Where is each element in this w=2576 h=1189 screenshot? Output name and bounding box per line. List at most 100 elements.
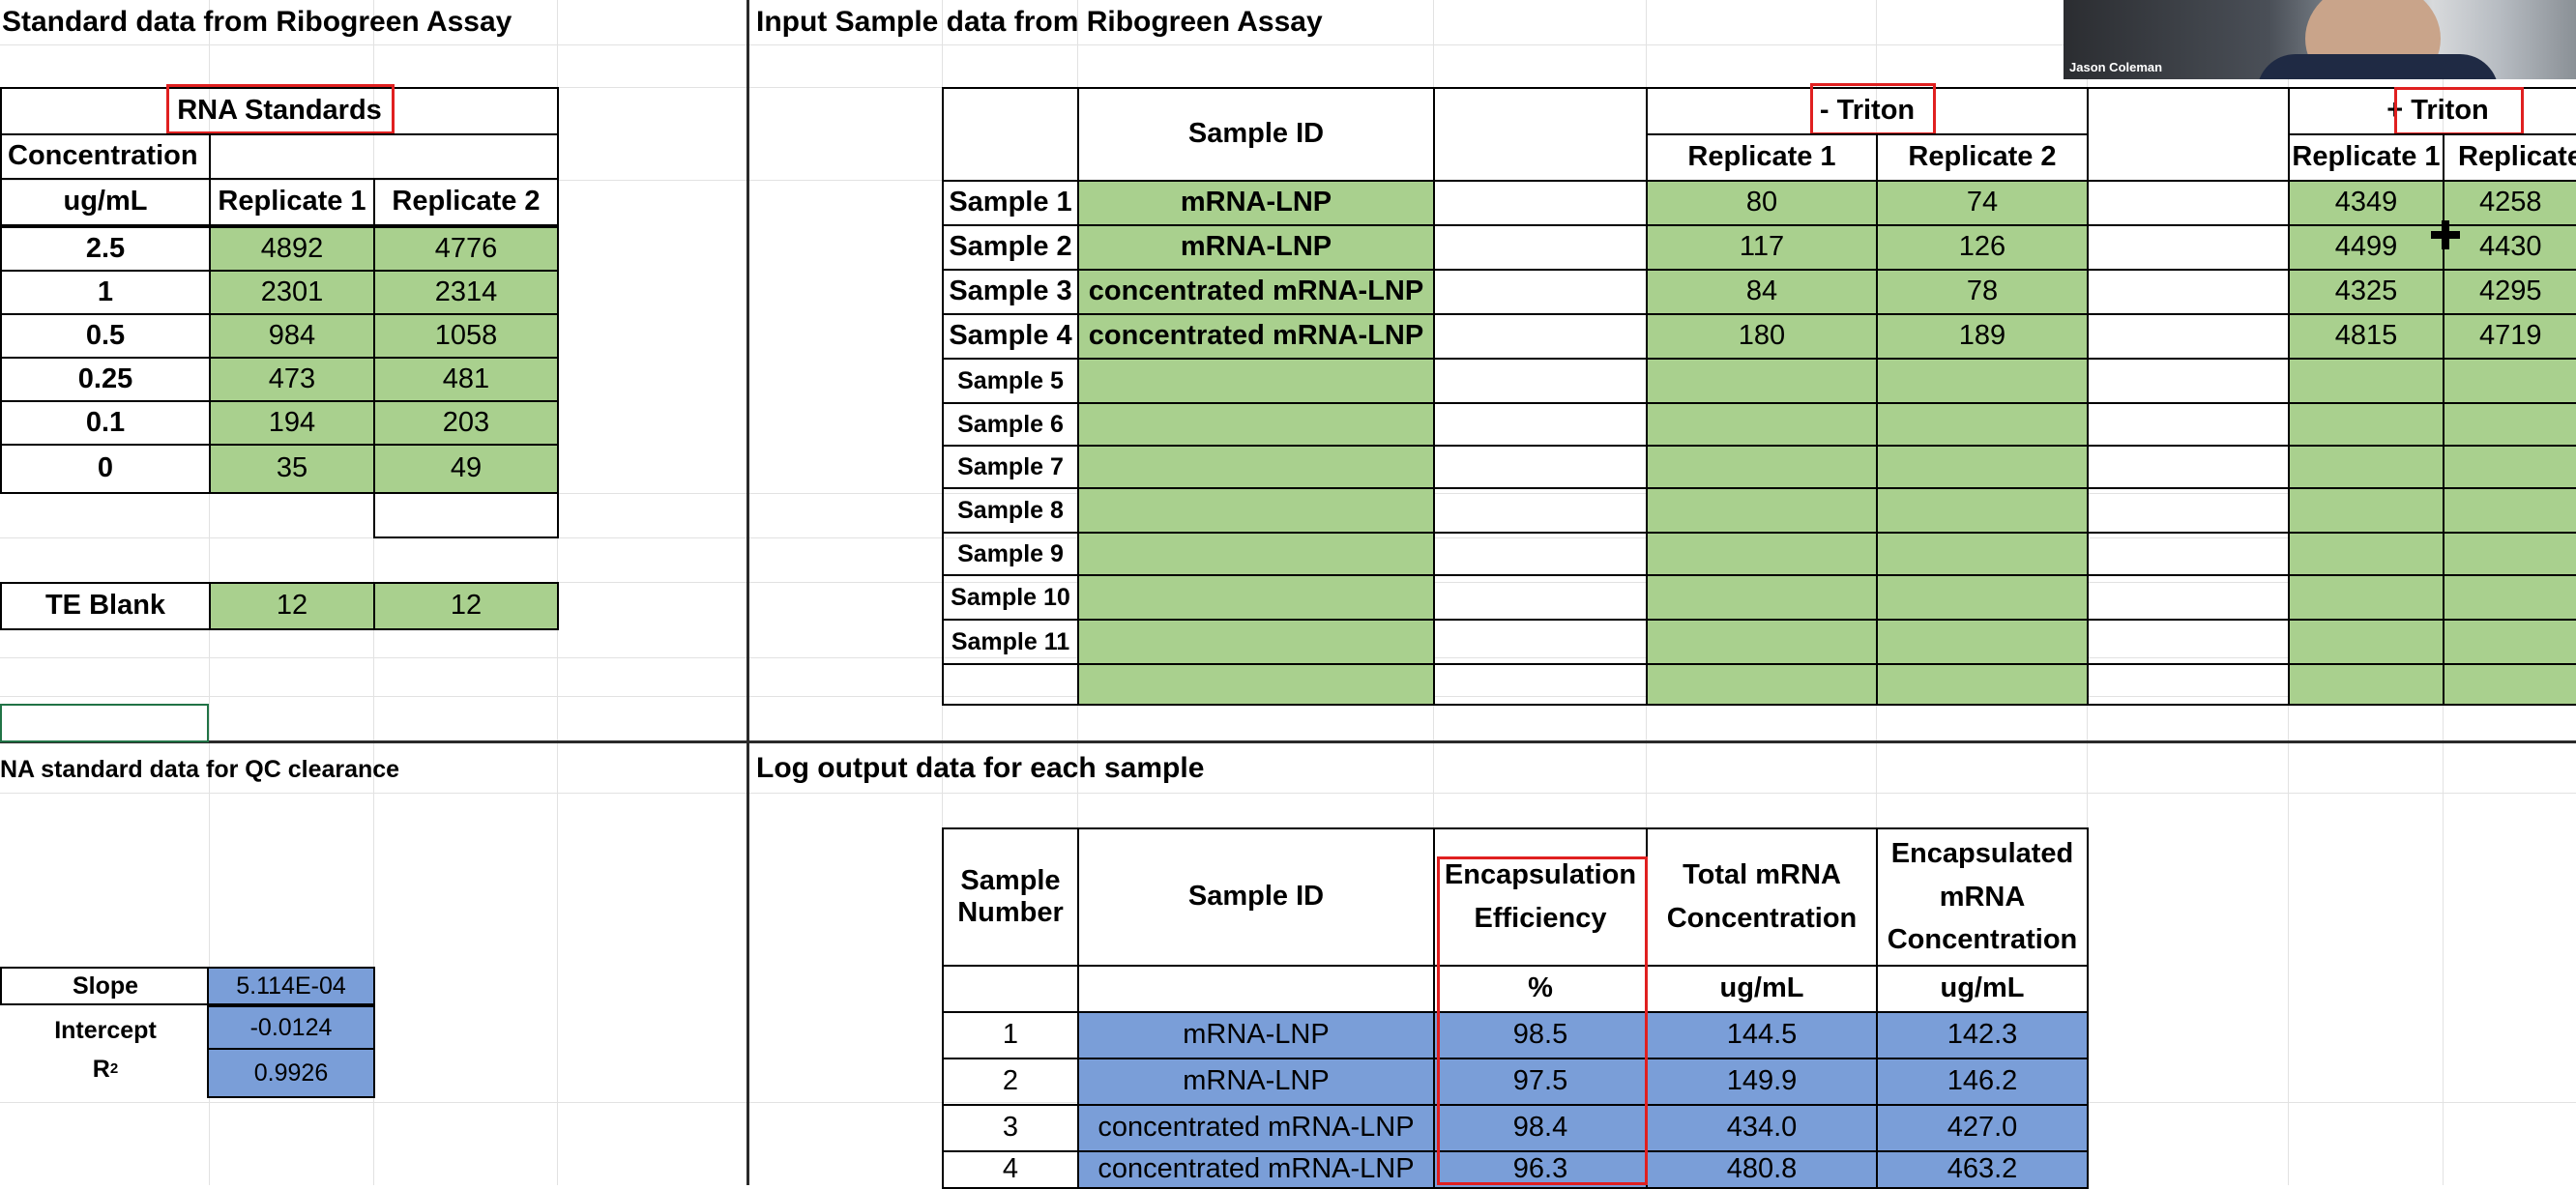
minus-rep1[interactable] [1646,663,1878,706]
minus-rep1[interactable]: 80 [1646,180,1878,226]
std-rep1[interactable]: 984 [209,313,375,359]
plus-rep2[interactable] [2443,574,2576,621]
minus-rep1[interactable]: 84 [1646,269,1878,315]
std-conc[interactable]: 1 [0,270,211,315]
plus-rep1[interactable] [2288,532,2444,576]
minus-rep2[interactable] [1876,358,2089,404]
input-sample-id[interactable] [1077,358,1435,404]
std-rep1[interactable]: 473 [209,357,375,402]
output-encap[interactable]: 146.2 [1876,1058,2089,1106]
plus-rep2[interactable] [2443,358,2576,404]
minus-rep1[interactable]: 180 [1646,313,1878,360]
plus-rep1[interactable]: 4815 [2288,313,2444,360]
input-sample-id[interactable] [1077,619,1435,665]
std-conc[interactable]: 2.5 [0,226,211,272]
std-rep2[interactable]: 49 [373,444,559,494]
std-rep1[interactable]: 4892 [209,226,375,272]
output-total[interactable]: 480.8 [1646,1150,1878,1189]
plus-rep1[interactable] [2288,445,2444,489]
output-sample-id[interactable]: concentrated mRNA-LNP [1077,1104,1435,1152]
minus-rep1[interactable] [1646,487,1878,534]
plus-rep2[interactable] [2443,445,2576,489]
plus-rep1[interactable] [2288,574,2444,621]
std-rep2[interactable]: 1058 [373,313,559,359]
input-sample-id[interactable]: mRNA-LNP [1077,180,1435,226]
section-divider [0,740,2576,743]
plus-rep1[interactable] [2288,663,2444,706]
output-total[interactable]: 144.5 [1646,1011,1878,1059]
plus-rep1[interactable] [2288,402,2444,447]
plus-rep1[interactable]: 4325 [2288,269,2444,315]
plus-rep1[interactable]: 4499 [2288,224,2444,271]
minus-rep2[interactable]: 126 [1876,224,2089,271]
slope-value[interactable]: 5.114E-04 [207,967,375,1005]
input-sample-id[interactable] [1077,487,1435,534]
plus-rep2[interactable] [2443,619,2576,665]
plus-rep1[interactable] [2288,358,2444,404]
minus-rep2[interactable] [1876,619,2089,665]
minus-rep2[interactable] [1876,487,2089,534]
minus-rep2[interactable] [1876,445,2089,489]
std-conc[interactable]: 0 [0,444,211,494]
minus-rep1[interactable] [1646,358,1878,404]
plus-rep2[interactable]: 4295 [2443,269,2576,315]
input-sample-id[interactable] [1077,445,1435,489]
input-gap-cell [1433,180,1648,226]
plus-rep2[interactable]: 4258 [2443,180,2576,226]
std-conc[interactable]: 0.1 [0,400,211,446]
te-blank-rep2[interactable]: 12 [373,582,559,630]
std-rep2[interactable]: 203 [373,400,559,446]
plus-rep1[interactable] [2288,487,2444,534]
plus-rep2[interactable] [2443,402,2576,447]
plus-rep2[interactable] [2443,532,2576,576]
encap-unit: ug/mL [1876,965,2089,1013]
minus-rep2[interactable] [1876,532,2089,576]
input-sample-id[interactable] [1077,574,1435,621]
te-blank-rep1[interactable]: 12 [209,582,375,630]
output-total[interactable]: 434.0 [1646,1104,1878,1152]
output-encap[interactable]: 463.2 [1876,1150,2089,1189]
input-sample-id[interactable]: concentrated mRNA-LNP [1077,269,1435,315]
std-conc[interactable]: 0.5 [0,313,211,359]
input-sample-id[interactable] [1077,663,1435,706]
minus-rep1[interactable] [1646,574,1878,621]
std-rep1[interactable]: 194 [209,400,375,446]
minus-rep1[interactable] [1646,532,1878,576]
plus-rep1[interactable] [2288,619,2444,665]
std-rep1[interactable]: 2301 [209,270,375,315]
output-sample-id[interactable]: mRNA-LNP [1077,1011,1435,1059]
output-sample-id[interactable]: mRNA-LNP [1077,1058,1435,1106]
std-rep2[interactable]: 2314 [373,270,559,315]
input-sample-id[interactable] [1077,532,1435,576]
r-squared-value[interactable]: 0.9926 [207,1048,375,1098]
minus-rep2[interactable] [1876,574,2089,621]
plus-rep2[interactable] [2443,663,2576,706]
minus-rep1[interactable] [1646,445,1878,489]
output-encap[interactable]: 427.0 [1876,1104,2089,1152]
minus-rep1[interactable]: 117 [1646,224,1878,271]
std-rep2[interactable]: 481 [373,357,559,402]
minus-rep1[interactable] [1646,402,1878,447]
minus-rep1[interactable] [1646,619,1878,665]
plus-rep2[interactable]: 4719 [2443,313,2576,360]
minus-rep2[interactable]: 189 [1876,313,2089,360]
input-sample-id[interactable] [1077,402,1435,447]
selected-cell[interactable] [0,704,209,742]
minus-rep2[interactable] [1876,663,2089,706]
output-sample-id[interactable]: concentrated mRNA-LNP [1077,1150,1435,1189]
std-conc[interactable]: 0.25 [0,357,211,402]
minus-rep2[interactable] [1876,402,2089,447]
plus-rep2[interactable] [2443,487,2576,534]
plus-rep2[interactable]: 4430 [2443,224,2576,271]
minus-rep2[interactable]: 78 [1876,269,2089,315]
plus-rep1[interactable]: 4349 [2288,180,2444,226]
input-gap-cell [1433,445,1648,489]
minus-rep2[interactable]: 74 [1876,180,2089,226]
output-encap[interactable]: 142.3 [1876,1011,2089,1059]
std-rep2[interactable]: 4776 [373,226,559,272]
input-sample-id[interactable]: mRNA-LNP [1077,224,1435,271]
intercept-value[interactable]: -0.0124 [207,1005,375,1050]
input-sample-id[interactable]: concentrated mRNA-LNP [1077,313,1435,360]
output-total[interactable]: 149.9 [1646,1058,1878,1106]
std-rep1[interactable]: 35 [209,444,375,494]
